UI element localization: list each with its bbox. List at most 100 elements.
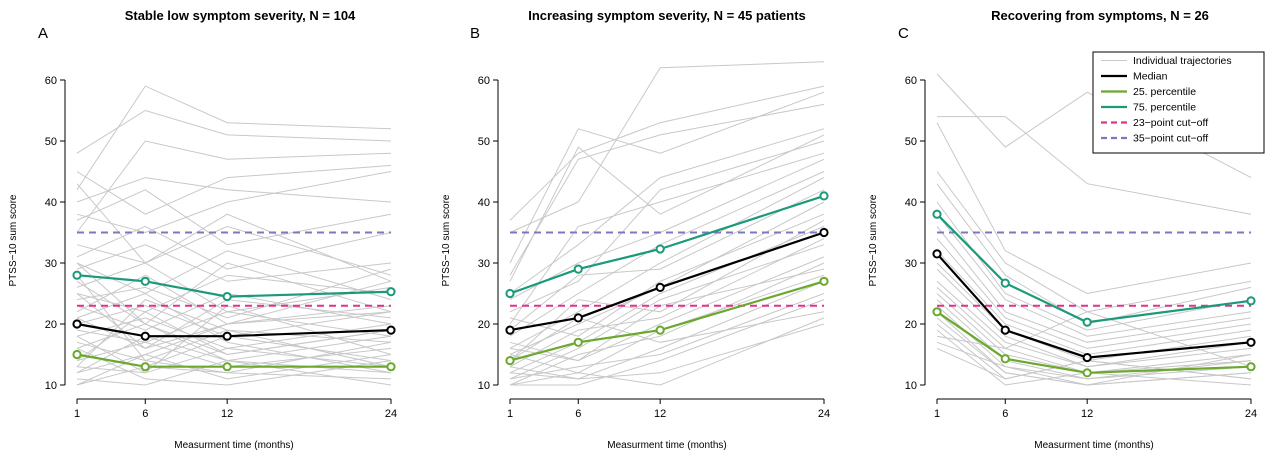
individual-trajectory-line (76, 274, 392, 325)
individual-trajectory-line (509, 256, 825, 362)
individual-trajectory-line (509, 85, 825, 221)
series-p75-point (819, 191, 829, 201)
series-p25 (505, 276, 829, 366)
individual-trajectory-line (936, 280, 1252, 368)
legend-box (1092, 51, 1265, 154)
x-axis: 1 6 12 24 Measurment time (months) (74, 398, 397, 451)
x-tick-label: 6 (142, 408, 148, 420)
y-tick-label: 20 (45, 319, 57, 331)
series-p75-point (1246, 296, 1256, 306)
series-p75-point (386, 287, 396, 297)
series-p25-line (76, 353, 391, 368)
series-p75-point (1082, 317, 1092, 327)
series-p25-point (932, 307, 942, 317)
series-p25-point (819, 276, 829, 286)
individual-trajectory-line (509, 189, 825, 331)
individual-trajectory-line (76, 164, 392, 215)
series-p25-point (222, 362, 232, 372)
y-tick-label: 40 (905, 197, 917, 209)
individual-trajectory-line (509, 103, 825, 276)
individual-trajectory-line (509, 262, 825, 386)
individual-trajectory-line (509, 317, 825, 386)
x-tick-label: 1 (74, 408, 80, 420)
individual-trajectory-line (76, 299, 392, 368)
individual-trajectory-line (76, 244, 392, 282)
individual-trajectory-line (509, 140, 825, 313)
y-tick-label: 50 (905, 136, 917, 148)
series-p25-point (140, 362, 150, 372)
series-median-line (936, 253, 1252, 359)
individual-trajectory-line (509, 91, 825, 264)
individual-trajectory-line (509, 311, 825, 362)
series-median-point (222, 331, 232, 341)
panel-letter: B (470, 25, 480, 42)
individual-trajectory-line (509, 128, 825, 294)
individual-trajectory-line (936, 171, 1252, 313)
series-p25-point (573, 337, 583, 347)
y-axis: 10 20 30 40 50 60 PTSS−10 sum score (868, 75, 926, 392)
x-axis-label: Measurment time (months) (1034, 440, 1153, 451)
x-tick-label: 24 (1245, 408, 1257, 420)
individual-trajectory-line (936, 299, 1252, 380)
y-tick-label: 60 (45, 75, 57, 87)
legend-label: 75. percentile (1133, 102, 1196, 114)
series-median-point (1082, 352, 1092, 363)
y-tick-label: 10 (478, 380, 490, 392)
y-tick-label: 20 (905, 319, 917, 331)
y-tick-label: 40 (478, 197, 490, 209)
series-p25-point (505, 356, 515, 366)
legend-label: Individual trajectories (1133, 55, 1232, 67)
y-tick-label: 30 (45, 258, 57, 270)
individual-trajectory-line (76, 177, 392, 203)
individual-trajectory-line (510, 299, 825, 386)
series-median (505, 227, 829, 335)
x-axis-label: Measurment time (months) (607, 440, 726, 451)
individual-trajectory-line (509, 274, 825, 374)
series-p75-point (505, 288, 515, 299)
series-p75-line (936, 213, 1252, 324)
y-axis: 10 20 30 40 50 60 PTSS−10 sum score (441, 75, 499, 392)
individual-trajectory-line (76, 292, 392, 374)
y-tick-label: 40 (45, 197, 57, 209)
x-axis-label: Measurment time (months) (174, 440, 293, 451)
x-axis: 1 6 12 24 Measurment time (months) (507, 398, 830, 451)
x-tick-label: 1 (934, 408, 940, 420)
legend-label: 23−point cut−off (1133, 117, 1208, 129)
individual-trajectory-line (76, 140, 392, 233)
individual-trajectory-line (936, 183, 1252, 325)
y-axis-label: PTSS−10 sum score (441, 194, 452, 286)
x-tick-label: 1 (507, 408, 513, 420)
panel-title: Stable low symptom severity, N = 104 (125, 8, 356, 23)
series-p25-line (936, 310, 1252, 374)
individual-trajectory-line (509, 134, 825, 282)
y-axis-label: PTSS−10 sum score (868, 194, 879, 286)
series-p25-point (72, 349, 82, 360)
x-axis: 1 6 12 24 Measurment time (months) (934, 398, 1257, 451)
panel-letter: A (38, 25, 48, 42)
individual-trajectory-line (509, 61, 825, 233)
series-median-point (655, 282, 665, 292)
legend-item: Individual trajectories (1101, 55, 1232, 67)
legend-item: 75. percentile (1101, 102, 1196, 114)
y-tick-label: 50 (45, 136, 57, 148)
y-tick-label: 50 (478, 136, 490, 148)
series-p75-point (222, 291, 232, 302)
individual-trajectory-line (509, 280, 825, 380)
individual-trajectory-line (509, 171, 825, 337)
panel-letter: C (898, 25, 909, 42)
individual-trajectory-line (76, 311, 392, 386)
individual-trajectory-line (76, 274, 392, 313)
series-p75 (505, 191, 829, 299)
panel-a: A Stable low symptom severity, N = 104 10 2… (8, 8, 397, 451)
individual-trajectory-line (509, 152, 825, 325)
panel-title: Recovering from symptoms, N = 26 (991, 8, 1209, 23)
individual-trajectory-line (936, 250, 1252, 356)
series-median-line (509, 231, 825, 332)
x-tick-label: 24 (818, 408, 830, 420)
series-p25 (72, 349, 396, 372)
series-p25 (932, 307, 1256, 378)
individual-trajectory-line (509, 323, 825, 380)
series-p75-point (72, 270, 82, 280)
series-p75-point (1000, 278, 1010, 288)
